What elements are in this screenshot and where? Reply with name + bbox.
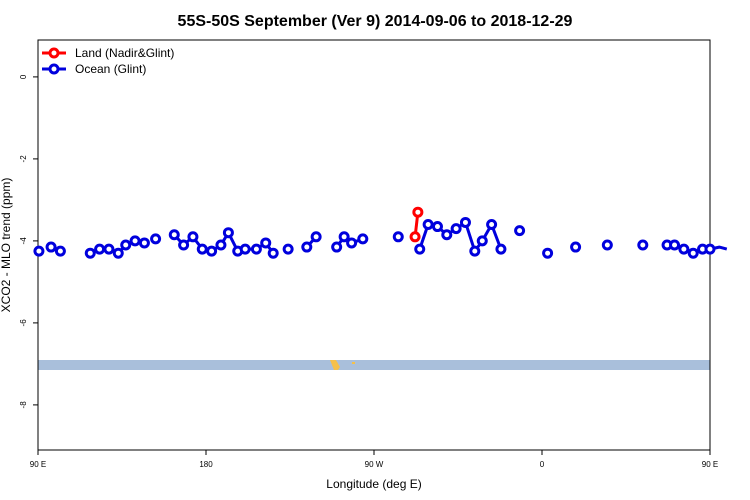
- data-point: [704, 243, 716, 255]
- data-point: [450, 223, 462, 235]
- data-point: [412, 206, 424, 218]
- data-point: [150, 233, 162, 245]
- data-point: [637, 239, 649, 251]
- x-tick-label: 0: [540, 460, 545, 469]
- land-mask: [330, 360, 340, 370]
- x-axis: 90 E 180 90 W 0 90 E: [30, 450, 718, 469]
- data-point: [267, 247, 279, 259]
- data-point: [469, 245, 481, 257]
- y-axis-label: XCO2 - MLO trend (ppm): [0, 178, 13, 313]
- data-point: [459, 216, 471, 228]
- y-tick-label: -8: [19, 401, 28, 409]
- series-ocean: [33, 216, 728, 259]
- y-tick-label: -2: [19, 155, 28, 163]
- reference-band: [38, 360, 710, 370]
- data-point: [678, 243, 690, 255]
- y-tick-label: -6: [19, 319, 28, 327]
- data-point: [542, 247, 554, 259]
- data-point: [601, 239, 613, 251]
- data-point: [409, 231, 421, 243]
- data-point: [33, 245, 45, 257]
- data-point: [441, 229, 453, 241]
- data-point: [414, 243, 426, 255]
- data-point: [669, 239, 681, 251]
- data-point: [338, 231, 350, 243]
- data-point: [54, 245, 66, 257]
- legend: Land (Nadir&Glint) Ocean (Glint): [42, 46, 174, 76]
- data-point: [112, 247, 124, 259]
- data-point: [422, 219, 434, 230]
- legend-marker: [48, 47, 60, 59]
- y-axis: 0 -2 -4 -6 -8: [19, 74, 38, 408]
- data-point: [196, 243, 208, 255]
- band-layer: [38, 360, 710, 370]
- x-tick-label: 90 E: [702, 460, 718, 469]
- data-point: [178, 239, 190, 251]
- data-point: [120, 239, 132, 251]
- data-point: [260, 237, 272, 249]
- data-point: [45, 241, 57, 253]
- data-point: [94, 243, 106, 255]
- x-axis-label: Longitude (deg E): [326, 477, 421, 491]
- data-point: [103, 243, 115, 255]
- data-point: [215, 239, 227, 251]
- legend-label: Land (Nadir&Glint): [75, 46, 174, 60]
- data-point: [239, 243, 251, 255]
- legend-entry: Land (Nadir&Glint): [42, 46, 174, 60]
- data-point: [222, 227, 234, 239]
- x-tick-label: 90 W: [365, 460, 384, 469]
- data-point: [331, 241, 343, 253]
- data-point: [570, 241, 582, 253]
- data-point: [282, 243, 294, 255]
- data-point: [129, 235, 141, 247]
- series-land: [409, 206, 424, 243]
- data-point: [357, 233, 369, 245]
- x-tick-label: 180: [199, 460, 213, 469]
- legend-marker: [48, 63, 60, 75]
- data-point: [476, 235, 488, 247]
- data-point: [346, 237, 358, 249]
- data-point: [486, 219, 498, 230]
- data-point: [310, 231, 322, 243]
- legend-entry: Ocean (Glint): [42, 62, 146, 76]
- data-point: [495, 243, 507, 255]
- legend-label: Ocean (Glint): [75, 62, 146, 76]
- data-point: [84, 247, 96, 259]
- x-tick-label: 90 E: [30, 460, 46, 469]
- data-point: [301, 241, 313, 253]
- data-point: [431, 221, 443, 233]
- data-point: [187, 231, 199, 243]
- data-point: [250, 243, 262, 255]
- chart-title: 55S-50S September (Ver 9) 2014-09-06 to …: [178, 13, 573, 30]
- data-point: [138, 237, 150, 249]
- y-tick-label: 0: [19, 74, 28, 79]
- data-point: [514, 225, 526, 237]
- y-tick-label: -4: [19, 237, 28, 245]
- data-point: [168, 229, 180, 241]
- series-layer: [33, 206, 728, 259]
- land-mask: [352, 362, 355, 364]
- data-point: [206, 245, 218, 257]
- data-point: [687, 247, 699, 259]
- data-point: [392, 231, 404, 243]
